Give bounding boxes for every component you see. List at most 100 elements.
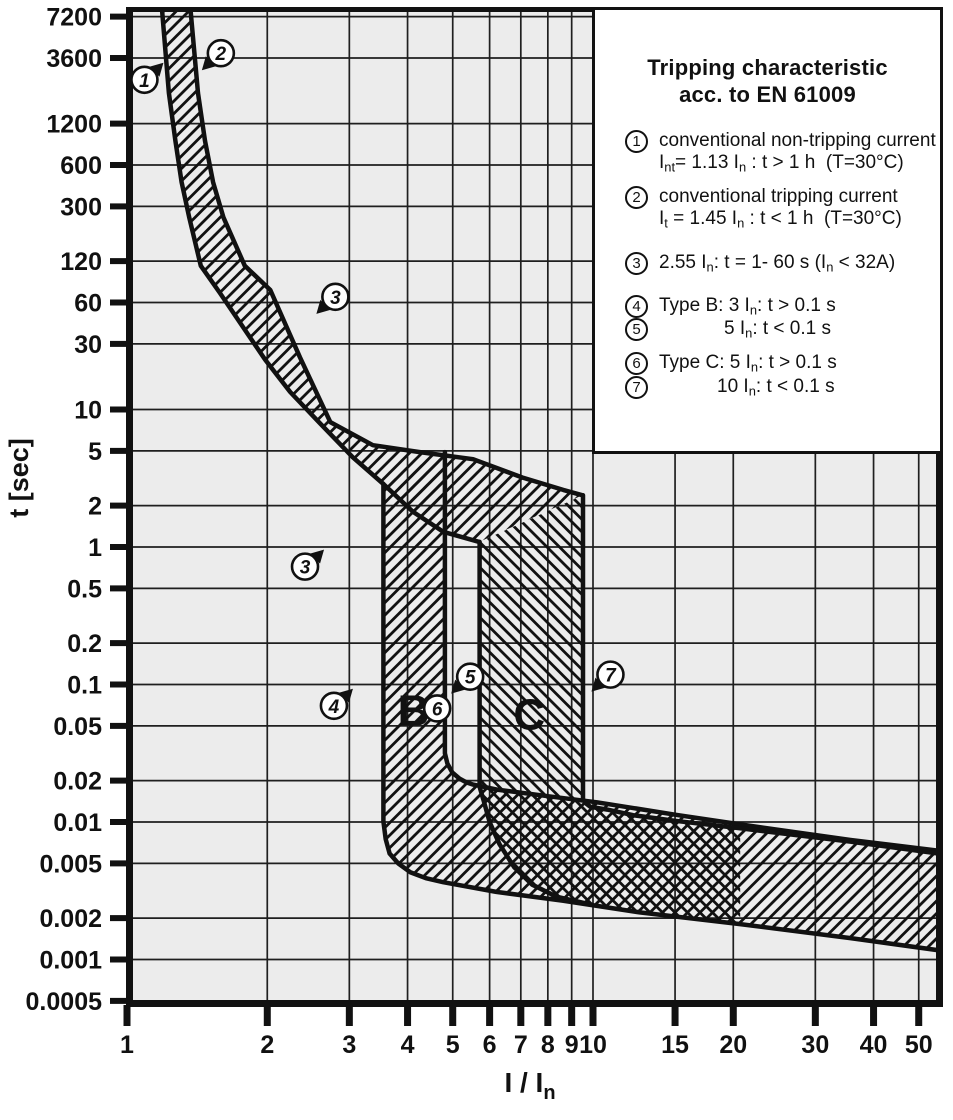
legend-item-5: 5 5 In: t < 0.1 s xyxy=(595,318,936,341)
svg-text:3: 3 xyxy=(300,558,311,579)
y-tick-label: 0.05 xyxy=(53,713,102,741)
legend-title-line2: acc. to EN 61009 xyxy=(679,82,856,107)
y-tick-label: 7200 xyxy=(46,4,102,32)
circled-6-icon: 6 xyxy=(625,352,648,375)
x-tick-label: 4 xyxy=(401,1031,415,1059)
x-tick-label: 40 xyxy=(860,1031,888,1059)
y-tick-label: 30 xyxy=(74,331,102,359)
arrow-sw-icon xyxy=(316,299,331,314)
axis-ticks xyxy=(110,13,923,1026)
circled-1-icon: 1 xyxy=(625,130,648,153)
y-tick-label: 5 xyxy=(88,438,102,466)
legend-item-1: 1 conventional non-tripping current Int=… xyxy=(595,130,936,174)
y-tick-label: 60 xyxy=(74,290,102,318)
y-tick-label: 300 xyxy=(60,193,102,221)
legend-title: Tripping characteristic acc. to EN 61009 xyxy=(595,54,940,108)
legend-item-2: 2 conventional tripping current It = 1.4… xyxy=(595,186,936,230)
y-axis-title: t [sec] xyxy=(4,438,34,518)
legend-item-2-line1: conventional tripping current xyxy=(659,186,898,207)
y-tick-label: 0.5 xyxy=(67,575,102,603)
x-tick-label: 1 xyxy=(120,1031,134,1059)
arrow-sw-icon xyxy=(201,56,216,71)
callout-marker-1: 1 xyxy=(130,62,164,95)
x-axis-title: I / In xyxy=(504,1067,555,1104)
legend-item-2-line2: It = 1.45 In : t < 1 h (T=30°C) xyxy=(659,208,902,231)
legend-item-7: 7 10 In: t < 0.1 s xyxy=(595,376,936,399)
svg-text:6: 6 xyxy=(432,699,443,720)
svg-text:3: 3 xyxy=(330,288,341,309)
circled-4-icon: 4 xyxy=(625,295,648,318)
callout-marker-6: 6 xyxy=(422,694,452,723)
y-tick-label: 0.1 xyxy=(67,672,102,700)
curve-2-tripping xyxy=(188,10,585,498)
legend-item-7-text: 10 In: t < 0.1 s xyxy=(717,376,835,399)
y-tick-label: 0.02 xyxy=(53,768,102,796)
legend-item-4: 4 Type B: 3 In: t > 0.1 s xyxy=(595,295,936,318)
arrow-sw-icon xyxy=(591,677,606,692)
legend-item-3: 3 2.55 In: t = 1- 60 s (In < 32A) xyxy=(595,252,936,275)
arrow-sw-icon xyxy=(451,679,466,694)
y-tick-label: 0.005 xyxy=(39,850,102,878)
x-tick-label: 7 xyxy=(514,1031,528,1059)
svg-text:7: 7 xyxy=(605,666,617,687)
x-tick-label: 2 xyxy=(260,1031,274,1059)
type-c-band-fill xyxy=(479,495,741,925)
x-tick-label: 8 xyxy=(541,1031,555,1059)
callout-marker-3: 3 xyxy=(316,282,350,314)
type-b-right-top-edge xyxy=(442,449,937,853)
y-tick-label: 2 xyxy=(88,493,102,521)
legend-item-6-text: Type C: 5 In: t > 0.1 s xyxy=(659,352,837,375)
y-tick-label: 0.01 xyxy=(53,809,102,837)
x-tick-label: 5 xyxy=(446,1031,460,1059)
type-c-left-edge xyxy=(477,539,595,908)
x-tick-label: 50 xyxy=(905,1031,933,1059)
curve-1-non-tripping xyxy=(159,10,482,545)
tick-labels: 1 2 3 4 5 6 7 8 9 10 15 20 30 40 507200360012006003001… xyxy=(26,4,933,1059)
type-b-left-bottom-edge xyxy=(381,481,937,953)
x-tick-label: 9 xyxy=(565,1031,579,1059)
x-tick-label: 30 xyxy=(801,1031,829,1059)
x-tick-label: 10 xyxy=(579,1031,607,1059)
y-tick-label: 120 xyxy=(60,248,102,276)
arrow-ne-icon xyxy=(149,62,164,77)
y-tick-label: 1200 xyxy=(46,111,102,139)
svg-text:1: 1 xyxy=(139,71,150,92)
svg-text:2: 2 xyxy=(215,44,227,65)
callout-marker-4: 4 xyxy=(319,688,353,721)
svg-text:4: 4 xyxy=(328,697,340,718)
y-tick-label: 3600 xyxy=(46,45,102,73)
y-tick-label: 0.002 xyxy=(39,905,102,933)
legend-item-3-text: 2.55 In: t = 1- 60 s (In < 32A) xyxy=(659,252,896,275)
svg-text:5: 5 xyxy=(465,668,476,689)
circled-7-icon: 7 xyxy=(625,376,648,399)
thermal-band-fill xyxy=(162,11,583,542)
y-tick-label: 1 xyxy=(88,534,102,562)
callout-marker-2: 2 xyxy=(201,38,236,71)
x-tick-label: 3 xyxy=(342,1031,356,1059)
y-tick-label: 0.001 xyxy=(39,947,102,975)
callout-marker-7: 7 xyxy=(591,660,625,692)
legend-item-4-text: Type B: 3 In: t > 0.1 s xyxy=(659,295,836,318)
legend-item-5-text: 5 In: t < 0.1 s xyxy=(724,318,831,341)
circled-5-icon: 5 xyxy=(625,318,648,341)
x-tick-label: 15 xyxy=(661,1031,689,1059)
x-tick-label: 6 xyxy=(483,1031,497,1059)
callout-marker-5: 5 xyxy=(451,662,485,694)
callout-marker-3: 3 xyxy=(290,549,325,581)
legend-box: Tripping characteristic acc. to EN 61009… xyxy=(592,7,943,454)
tripping-bands xyxy=(159,10,937,953)
legend-item-1-line1: conventional non-tripping current xyxy=(659,130,936,151)
x-tick-label: 20 xyxy=(719,1031,747,1059)
type-c-right-top-edge xyxy=(580,492,937,856)
y-tick-label: 0.2 xyxy=(67,630,102,658)
arrow-ne-icon xyxy=(310,549,325,564)
plot-border xyxy=(126,7,943,1007)
arrow-ne-icon xyxy=(338,688,353,703)
circled-2-icon: 2 xyxy=(625,186,648,209)
legend-item-6: 6 Type C: 5 In: t > 0.1 s xyxy=(595,352,936,375)
legend-item-1-line2: Int= 1.13 In : t > 1 h (T=30°C) xyxy=(659,152,904,175)
legend-title-line1: Tripping characteristic xyxy=(647,55,888,80)
region-label-c: C xyxy=(513,691,545,740)
y-tick-label: 10 xyxy=(74,397,102,425)
